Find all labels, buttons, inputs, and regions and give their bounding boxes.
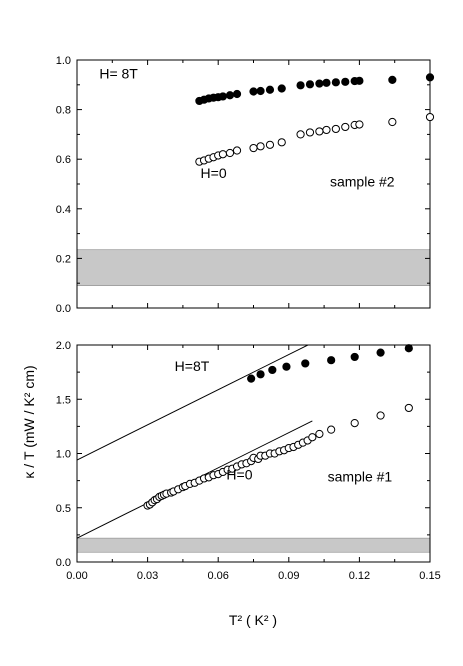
annotation-label: H=8T (175, 358, 210, 374)
data-point-open (305, 128, 315, 137)
data-point-open (350, 419, 359, 428)
data-point-filled (376, 348, 385, 357)
y-tick-label: 0.6 (56, 154, 71, 166)
data-point-open (308, 433, 317, 442)
y-tick-label: 0.5 (56, 503, 71, 515)
annotation-label: sample #1 (328, 469, 393, 485)
annotation-label: H=0 (201, 165, 227, 181)
y-tick-label: 0.2 (56, 253, 71, 265)
data-point-open (341, 122, 350, 132)
annotation-label: sample #2 (330, 173, 395, 189)
data-point-open (388, 117, 397, 127)
data-point-open (265, 140, 275, 149)
data-point-filled (277, 84, 286, 93)
data-point-filled (247, 374, 256, 383)
panel-sample-1: 0.0 0.5 1.0 1.5 2.0 0.00 0.03 0.06 0.09 0.12 0.15 H… (56, 340, 441, 582)
y-tick-label: 1.0 (56, 55, 71, 67)
x-tick-label: 0.15 (419, 570, 440, 582)
y-tick-label: 0.4 (56, 204, 71, 216)
data-point-filled (388, 75, 397, 84)
panel-sample-2: 0.0 0.2 0.4 0.6 0.8 1.0 H= 8T H=0 sample #2 (56, 55, 435, 315)
data-point-filled (315, 79, 324, 88)
data-point-filled (355, 76, 364, 85)
data-point-filled (232, 89, 242, 99)
data-point-filled (350, 352, 359, 362)
y-tick-label: 1.5 (56, 394, 71, 406)
data-point-filled (305, 80, 315, 89)
y-tick-label: 0.0 (56, 303, 71, 315)
data-point-filled (322, 78, 331, 87)
data-point-filled (256, 86, 265, 96)
fit-line-1 (77, 345, 310, 461)
x-axis-label: T² ( K² ) (229, 612, 277, 628)
data-point-filled (225, 91, 235, 100)
x-tick-label: 0.09 (278, 570, 299, 582)
x-tick-label: 0.06 (207, 570, 228, 582)
data-point-open (331, 124, 340, 134)
data-point-filled (218, 92, 228, 101)
data-point-open (355, 120, 364, 129)
data-point-open (277, 138, 286, 147)
data-point-open (376, 411, 385, 420)
data-point-open (322, 125, 331, 135)
data-point-filled (327, 356, 336, 365)
y-tick-label: 0.8 (56, 105, 71, 117)
x-tick-label: 0.00 (66, 570, 87, 582)
y-tick-label: 2.0 (56, 340, 71, 352)
data-point-open (425, 112, 435, 122)
data-point-open (249, 143, 258, 153)
data-point-open (315, 127, 324, 136)
data-point-filled (296, 81, 305, 90)
shaded-band (76, 537, 431, 553)
data-point-open (256, 142, 265, 151)
data-point-filled (425, 73, 435, 82)
data-point-open (232, 146, 242, 155)
data-point-filled (265, 85, 275, 94)
data-point-filled (249, 87, 258, 96)
data-point-open (225, 148, 235, 158)
data-point-open (404, 403, 413, 413)
x-tick-label: 0.03 (137, 570, 158, 582)
data-point-filled (282, 362, 291, 371)
y-tick-label: 1.0 (56, 449, 71, 461)
data-point-open (327, 425, 336, 434)
shaded-band (76, 249, 431, 286)
data-point-filled (404, 344, 413, 353)
data-point-filled (268, 365, 277, 375)
data-point-filled (301, 359, 310, 368)
y-axis-label: κ / T (mW / K² cm) (21, 365, 37, 478)
data-point-filled (341, 77, 350, 86)
annotation-label: H= 8T (99, 66, 138, 82)
annotation-label: H=0 (226, 467, 252, 483)
data-point-open (315, 429, 324, 439)
data-point-open (296, 130, 305, 139)
y-tick-label: 0.0 (56, 557, 71, 569)
data-point-open (218, 150, 228, 159)
data-point-filled (256, 370, 265, 379)
data-point-filled (331, 78, 340, 87)
x-tick-label: 0.12 (349, 570, 370, 582)
